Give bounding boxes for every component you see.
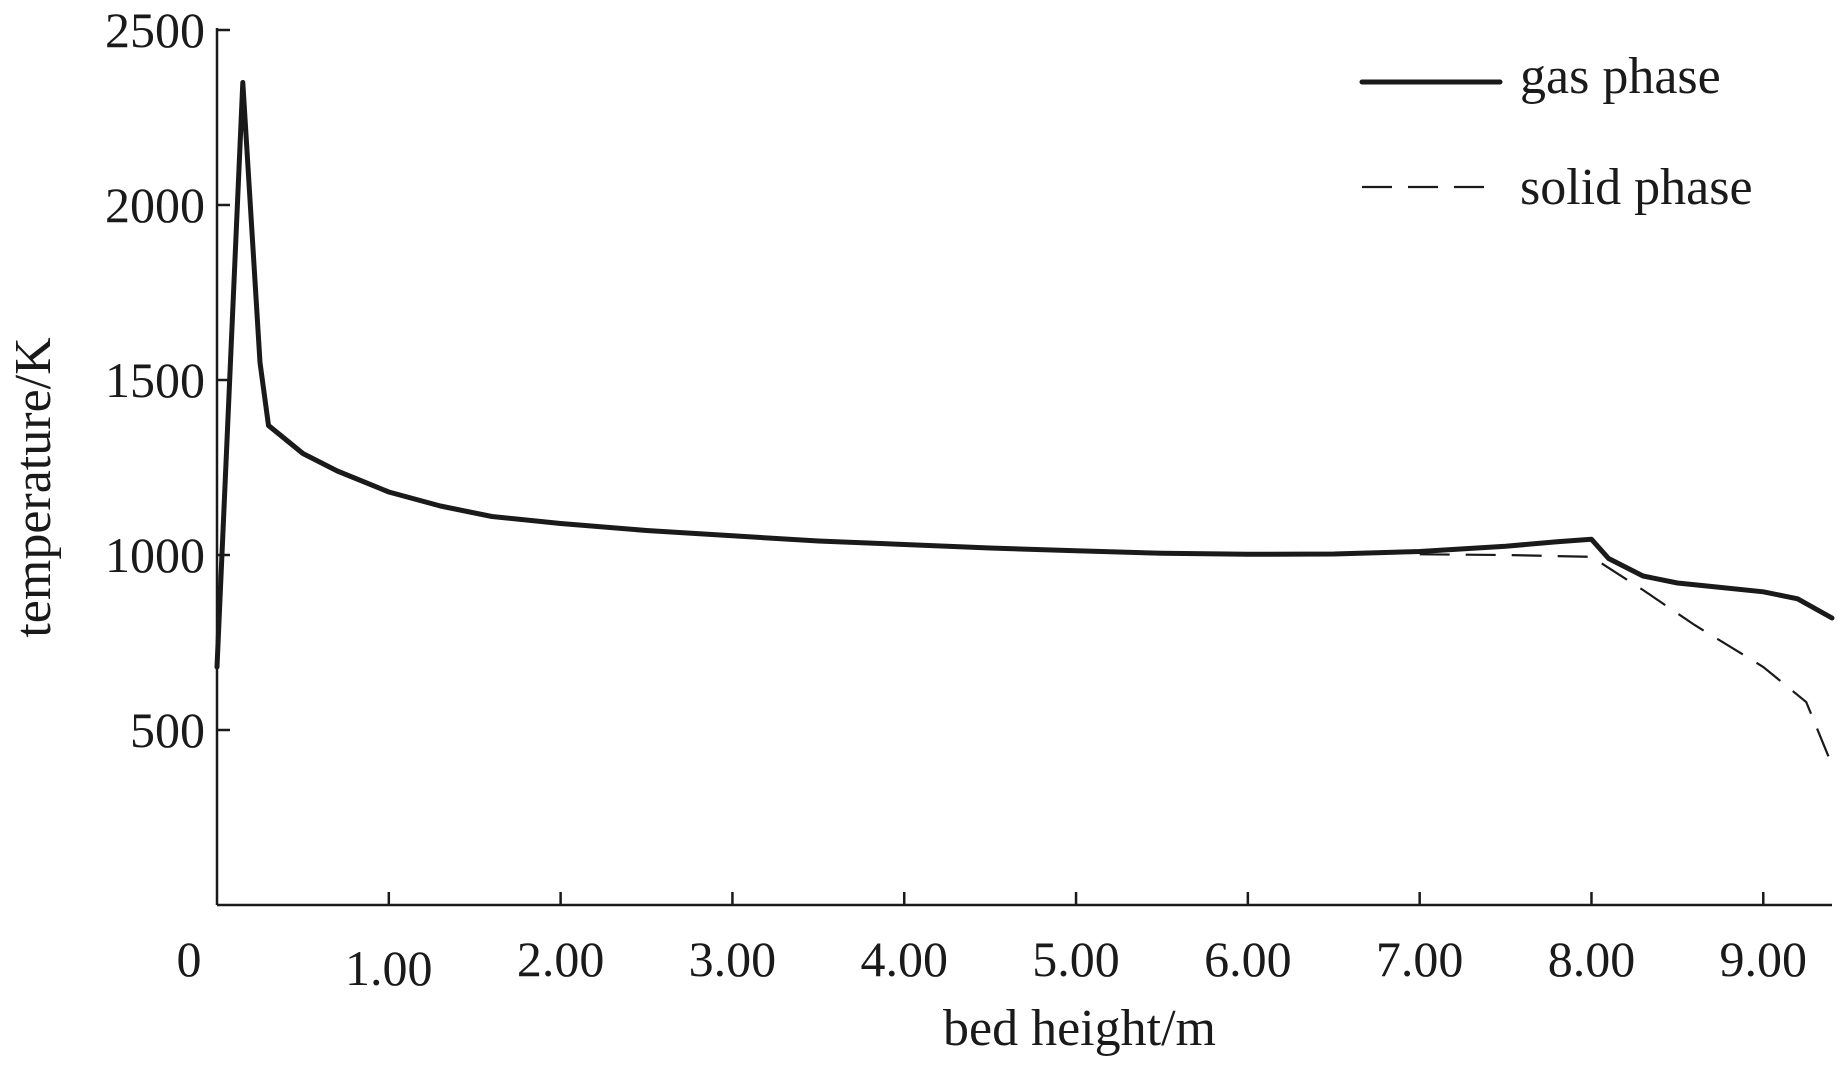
legend-label-gas-phase: gas phase [1520,48,1721,105]
x-tick-label-1: 1.00 [345,940,433,996]
series-line-solid-phase [1419,553,1834,766]
y-tick-label-2000: 2000 [105,177,205,233]
x-tick-label-9: 9.00 [1720,931,1808,987]
x-tick-label-5: 5.00 [1032,931,1120,987]
y-tick-label-500: 500 [130,702,205,758]
x-tick-label-2: 2.00 [517,931,605,987]
y-tick-label-1000: 1000 [105,527,205,583]
legend-label-solid-phase: solid phase [1520,159,1753,216]
y-axis-ticks: 500 1000 1500 2000 2500 [105,2,230,758]
x-tick-label-8: 8.00 [1548,931,1636,987]
y-tick-label-2500: 2500 [105,2,205,58]
x-tick-label-7: 7.00 [1376,931,1464,987]
series-layer [214,80,1835,766]
x-tick-label-3: 3.00 [689,931,777,987]
series-line-gas-phase [214,80,1835,670]
legend: gas phase solid phase [1359,48,1753,216]
x-axis-ticks: 0 1.00 2.00 3.00 4.00 5.00 6.00 7.00 8.00 9.00 [177,892,1808,996]
x-tick-label-6: 6.00 [1204,931,1292,987]
x-tick-label-4: 4.00 [860,931,948,987]
x-tick-label-0: 0 [177,931,202,987]
x-axis-label: bed height/m [943,1000,1216,1057]
axes [215,28,1832,907]
y-tick-label-1500: 1500 [105,352,205,408]
y-axis-label: temperature/K [5,337,62,638]
